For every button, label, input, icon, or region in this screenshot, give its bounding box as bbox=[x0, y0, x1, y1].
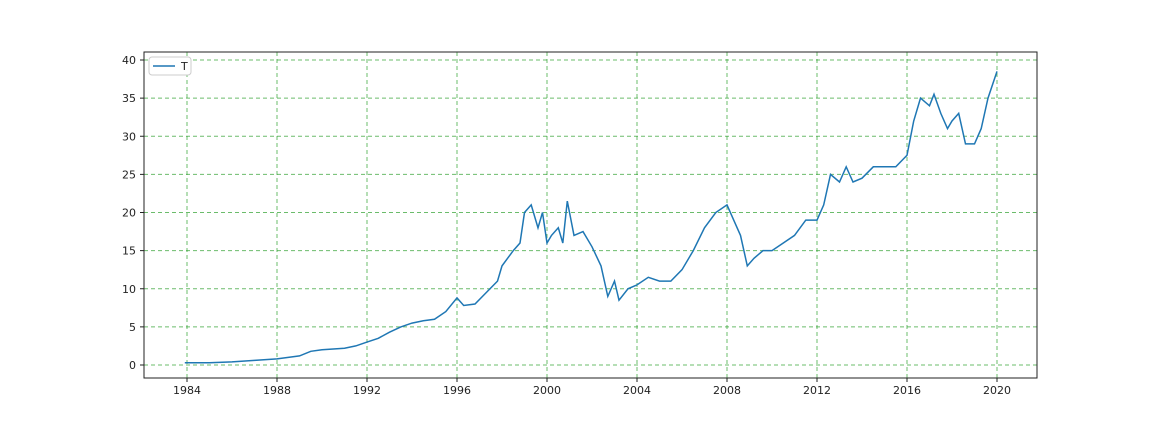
y-tick-label: 35 bbox=[122, 92, 136, 105]
y-axis: 0 5 10 15 20 25 30 35 40 bbox=[122, 54, 144, 372]
x-tick-label: 1984 bbox=[173, 384, 201, 397]
x-tick-label: 2016 bbox=[893, 384, 921, 397]
y-tick-label: 0 bbox=[129, 359, 136, 372]
plot-frame bbox=[143, 51, 1038, 379]
x-axis: 1984 1988 1992 1996 2000 2004 2008 2012 2016 2020 bbox=[173, 378, 1011, 397]
x-tick-label: 1992 bbox=[353, 384, 381, 397]
x-tick-label: 2012 bbox=[803, 384, 831, 397]
series-line-T bbox=[184, 71, 998, 364]
x-tick-label: 1996 bbox=[443, 384, 471, 397]
x-tick-label: 2008 bbox=[713, 384, 741, 397]
y-tick-label: 10 bbox=[122, 283, 136, 296]
y-tick-label: 5 bbox=[129, 321, 136, 334]
x-tick-label: 2020 bbox=[983, 384, 1011, 397]
legend: T bbox=[148, 56, 192, 76]
legend-label: T bbox=[180, 60, 188, 73]
grid bbox=[144, 52, 1037, 378]
y-tick-label: 20 bbox=[122, 207, 136, 220]
y-tick-label: 40 bbox=[122, 54, 136, 67]
y-tick-label: 25 bbox=[122, 168, 136, 181]
x-tick-label: 1988 bbox=[263, 384, 291, 397]
y-tick-label: 15 bbox=[122, 245, 136, 258]
x-tick-label: 2000 bbox=[533, 384, 561, 397]
x-tick-label: 2004 bbox=[623, 384, 651, 397]
y-tick-label: 30 bbox=[122, 130, 136, 143]
